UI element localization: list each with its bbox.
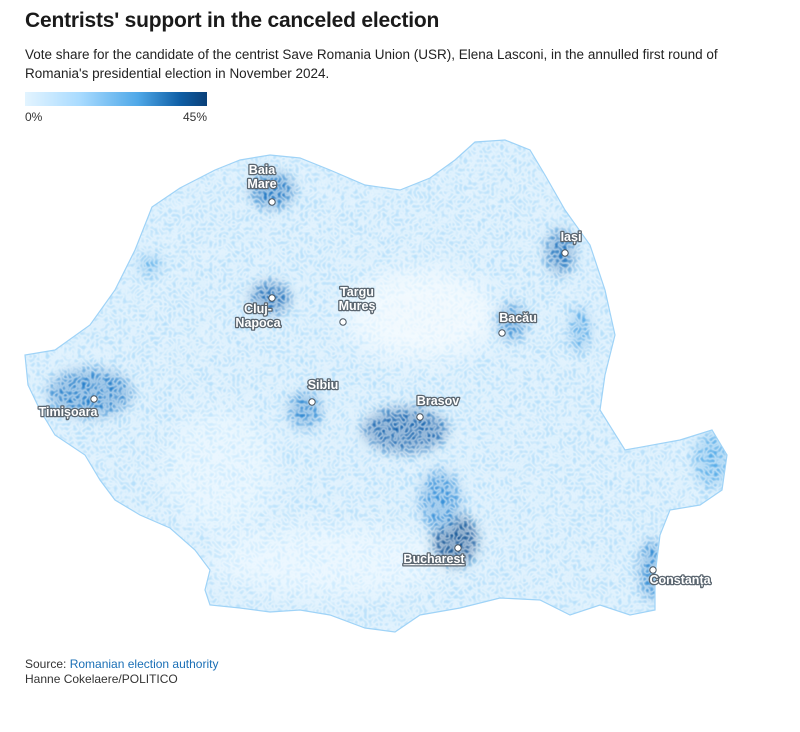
city-dot <box>417 414 423 420</box>
city-dot <box>269 295 275 301</box>
city-dot <box>269 199 275 205</box>
city-label: Constanța <box>649 573 711 587</box>
city-dot <box>499 330 505 336</box>
chart-subtitle: Vote share for the candidate of the cent… <box>25 45 765 83</box>
city-label: Bacău <box>499 311 537 325</box>
city-label: Baia <box>249 163 276 177</box>
city-dot <box>455 545 461 551</box>
city-label: Sibiu <box>308 378 339 392</box>
chart-title: Centrists' support in the canceled elect… <box>25 9 439 33</box>
map-fill-layer <box>0 120 800 650</box>
legend-gradient-bar <box>25 92 207 106</box>
source-line: Source: Romanian election authority <box>25 656 218 672</box>
city-label: Mureș <box>339 299 376 313</box>
city-label: Timișoara <box>39 405 99 419</box>
city-marker-constanta: Constanța <box>649 567 711 587</box>
city-label: Brasov <box>417 394 459 408</box>
city-label: Targu <box>340 285 374 299</box>
city-label: Bucharest <box>403 552 465 566</box>
source-prefix: Source: <box>25 657 70 671</box>
city-dot <box>562 250 568 256</box>
city-dot <box>309 399 315 405</box>
city-label: Cluj- <box>244 302 272 316</box>
city-label: Napoca <box>235 316 281 330</box>
city-label: Mare <box>247 177 276 191</box>
credit-line: Hanne Cokelaere/POLITICO <box>25 672 178 686</box>
city-label: Iași <box>561 230 582 244</box>
city-dot <box>91 396 97 402</box>
source-link[interactable]: Romanian election authority <box>70 657 219 671</box>
city-dot <box>340 319 346 325</box>
